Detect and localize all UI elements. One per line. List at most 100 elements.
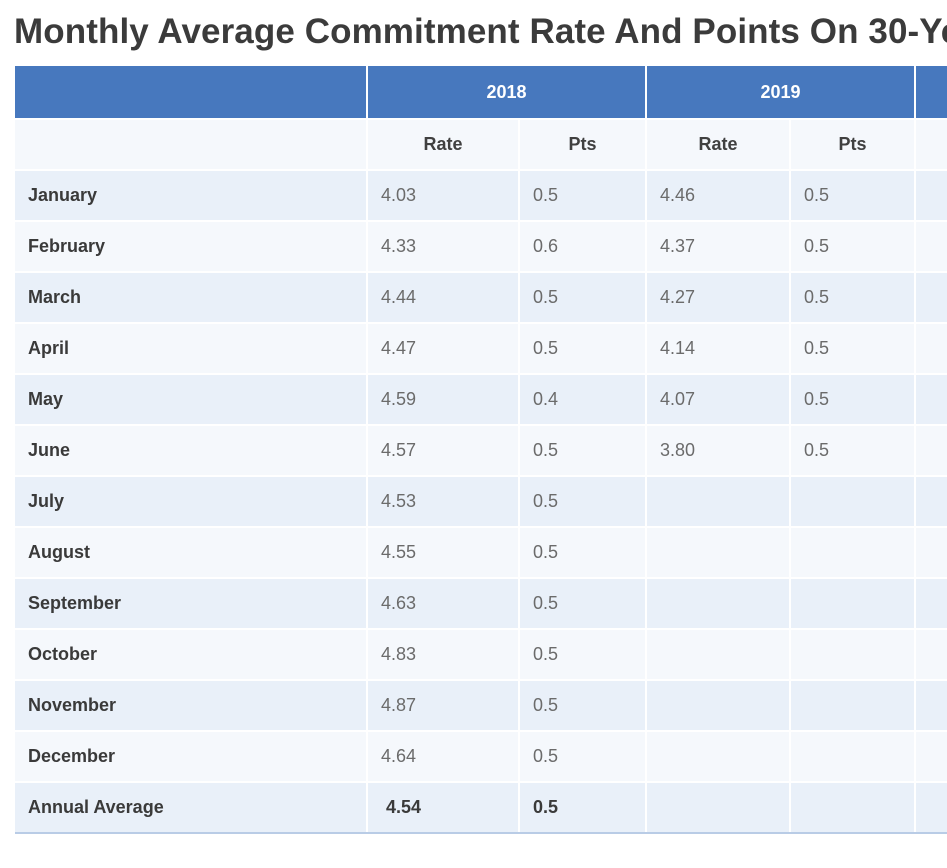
annual-average-pts-2018: 0.5 <box>519 782 648 834</box>
rate-2018-cell: 4.83 <box>367 629 520 681</box>
table-row: May 4.59 0.4 4.07 0.5 <box>15 374 947 426</box>
subheader-next <box>915 119 947 171</box>
annual-average-rate-2019 <box>646 782 792 834</box>
table-row: February 4.33 0.6 4.37 0.5 <box>15 221 947 273</box>
subheader-pts-2019: Pts <box>790 119 917 171</box>
pts-2018-cell: 0.4 <box>519 374 648 426</box>
annual-average-pts-2019 <box>790 782 917 834</box>
pts-2019-cell: 0.5 <box>790 221 917 273</box>
subheader-row: Rate Pts Rate Pts <box>15 119 947 171</box>
pts-2019-cell: 0.5 <box>790 170 917 222</box>
table-row: October 4.83 0.5 <box>15 629 947 681</box>
subheader-rate-2019: Rate <box>646 119 792 171</box>
rate-2019-cell: 3.80 <box>646 425 792 477</box>
table-row: December 4.64 0.5 <box>15 731 947 783</box>
rate-2018-cell: 4.57 <box>367 425 520 477</box>
table-row: July 4.53 0.5 <box>15 476 947 528</box>
month-cell: June <box>15 425 368 477</box>
extra-cell <box>915 272 947 324</box>
rate-2018-cell: 4.59 <box>367 374 520 426</box>
month-cell: September <box>15 578 368 630</box>
extra-cell <box>915 170 947 222</box>
rate-2018-cell: 4.47 <box>367 323 520 375</box>
year-header-2019: 2019 <box>646 66 917 120</box>
rate-2019-cell <box>646 731 792 783</box>
extra-cell <box>915 629 947 681</box>
rate-2018-cell: 4.53 <box>367 476 520 528</box>
subheader-corner-cell <box>15 119 368 171</box>
page-title: Monthly Average Commitment Rate And Poin… <box>14 12 947 51</box>
extra-cell <box>915 476 947 528</box>
month-cell: August <box>15 527 368 579</box>
month-cell: April <box>15 323 368 375</box>
table-row: April 4.47 0.5 4.14 0.5 <box>15 323 947 375</box>
table-row: November 4.87 0.5 <box>15 680 947 732</box>
rates-table: 2018 2019 Rate Pts Rate Pts January 4.03 <box>15 66 947 834</box>
rate-2018-cell: 4.33 <box>367 221 520 273</box>
extra-cell <box>915 680 947 732</box>
extra-cell <box>915 221 947 273</box>
month-cell: November <box>15 680 368 732</box>
subheader-rate-2018: Rate <box>367 119 520 171</box>
year-header-2018: 2018 <box>367 66 648 120</box>
pts-2019-cell <box>790 731 917 783</box>
table-row: March 4.44 0.5 4.27 0.5 <box>15 272 947 324</box>
month-cell: May <box>15 374 368 426</box>
pts-2018-cell: 0.5 <box>519 527 648 579</box>
pts-2018-cell: 0.5 <box>519 680 648 732</box>
pts-2019-cell: 0.5 <box>790 272 917 324</box>
pts-2018-cell: 0.5 <box>519 476 648 528</box>
pts-2018-cell: 0.5 <box>519 731 648 783</box>
rate-2018-cell: 4.44 <box>367 272 520 324</box>
annual-average-row: Annual Average 4.54 0.5 <box>15 782 947 834</box>
pts-2019-cell: 0.5 <box>790 323 917 375</box>
pts-2019-cell: 0.5 <box>790 374 917 426</box>
annual-average-label: Annual Average <box>15 782 368 834</box>
table-row: June 4.57 0.5 3.80 0.5 <box>15 425 947 477</box>
year-header-next <box>915 66 947 120</box>
month-cell: July <box>15 476 368 528</box>
extra-cell <box>915 578 947 630</box>
pts-2019-cell <box>790 680 917 732</box>
pts-2018-cell: 0.5 <box>519 578 648 630</box>
rate-2019-cell: 4.46 <box>646 170 792 222</box>
header-corner-cell <box>15 66 368 120</box>
rate-2019-cell <box>646 629 792 681</box>
table-body: January 4.03 0.5 4.46 0.5 February 4.33 … <box>15 170 947 834</box>
rate-2019-cell: 4.27 <box>646 272 792 324</box>
extra-cell <box>915 527 947 579</box>
pts-2019-cell <box>790 629 917 681</box>
month-cell: October <box>15 629 368 681</box>
table-row: September 4.63 0.5 <box>15 578 947 630</box>
month-cell: February <box>15 221 368 273</box>
rate-2019-cell: 4.07 <box>646 374 792 426</box>
pts-2019-cell <box>790 578 917 630</box>
pts-2019-cell <box>790 527 917 579</box>
rate-2019-cell <box>646 680 792 732</box>
annual-average-rate-2018: 4.54 <box>367 782 520 834</box>
pts-2018-cell: 0.5 <box>519 272 648 324</box>
rate-2019-cell <box>646 578 792 630</box>
year-header-row: 2018 2019 <box>15 66 947 120</box>
pts-2018-cell: 0.5 <box>519 170 648 222</box>
extra-cell <box>915 374 947 426</box>
month-cell: January <box>15 170 368 222</box>
pts-2019-cell: 0.5 <box>790 425 917 477</box>
rate-2018-cell: 4.03 <box>367 170 520 222</box>
extra-cell <box>915 323 947 375</box>
rate-2019-cell: 4.14 <box>646 323 792 375</box>
month-cell: December <box>15 731 368 783</box>
rate-2018-cell: 4.64 <box>367 731 520 783</box>
rates-table-container: 2018 2019 Rate Pts Rate Pts January 4.03 <box>15 66 947 834</box>
rate-2019-cell <box>646 476 792 528</box>
rate-2018-cell: 4.63 <box>367 578 520 630</box>
rate-2019-cell <box>646 527 792 579</box>
pts-2018-cell: 0.5 <box>519 629 648 681</box>
extra-cell <box>915 425 947 477</box>
pts-2018-cell: 0.5 <box>519 323 648 375</box>
pts-2019-cell <box>790 476 917 528</box>
rate-2019-cell: 4.37 <box>646 221 792 273</box>
table-row: August 4.55 0.5 <box>15 527 947 579</box>
rate-2018-cell: 4.55 <box>367 527 520 579</box>
